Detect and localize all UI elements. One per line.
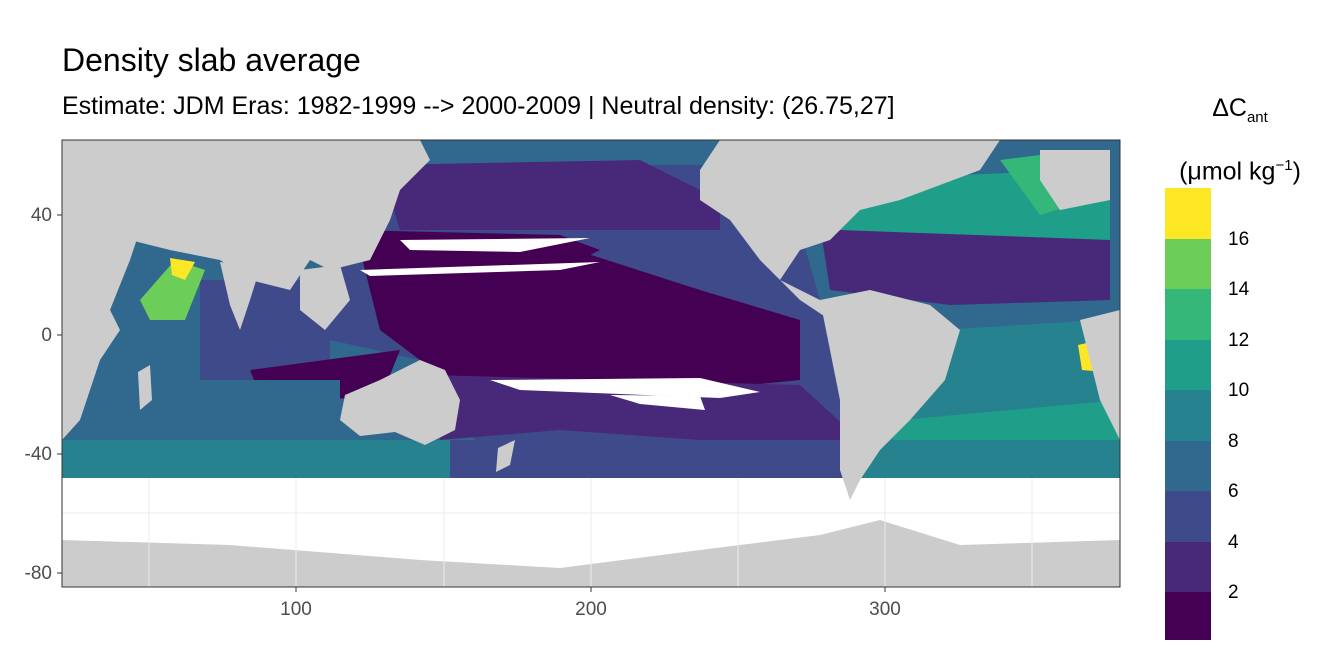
legend-subscript: ant [1246,109,1268,126]
madagascar [138,365,152,410]
legend-swatch [1165,592,1211,640]
antarctica [62,520,1120,587]
x-tick-label: 100 [280,599,312,620]
legend-swatch [1165,390,1211,441]
legend-swatch [1165,542,1211,592]
eurasia [62,140,430,290]
north-pacific-band [380,160,720,230]
y-axis: 40 0 -40 -80 [25,205,62,584]
y-tick-label: 0 [41,325,52,346]
legend-unit-prefix: (μmol kg [1179,157,1276,186]
north-america [700,140,1000,320]
australia [340,360,460,445]
x-tick-label: 200 [575,599,607,620]
legend-colorbar: 2 4 6 8 10 12 14 16 [1165,188,1250,640]
legend-tick-label: 2 [1228,582,1239,603]
legend-swatch [1165,289,1211,340]
plot-title: Density slab average [62,42,361,78]
arabian-sea-high [140,260,205,320]
legend-tick-label: 8 [1228,431,1239,452]
x-tick-label: 300 [869,599,901,620]
pacific-no-data-streak-1 [400,238,590,252]
legend-tick-label: 10 [1228,380,1249,401]
legend-swatch [1165,441,1211,491]
southeast-asia [300,265,350,330]
legend-swatch [1165,239,1211,289]
legend-unit-suffix: ) [1292,157,1301,186]
india [220,262,260,330]
legend-tick-label: 14 [1228,279,1250,300]
y-tick-label: -40 [25,444,52,465]
legend-swatch [1165,340,1211,390]
y-tick-label: 40 [31,205,52,226]
pacific-no-data-streak-2 [360,262,600,276]
legend-symbol: ΔC [1212,94,1247,122]
legend-tick-label: 6 [1228,481,1239,502]
x-axis: 100 200 300 [280,587,901,620]
red-sea-peak [170,258,195,280]
africa-east [1080,310,1120,440]
pacific-no-data-streak-4 [610,395,705,410]
legend-swatch [1165,188,1211,239]
north-atlantic-low [820,225,1110,305]
indian-south [62,380,340,440]
south-america [820,290,960,500]
plot-subtitle: Estimate: JDM Eras: 1982-1999 --> 2000-2… [62,92,895,120]
grid-lines [62,478,1120,587]
pacific-no-data-streak-3 [490,378,760,398]
legend-unit-line: (μmol kg−1) [1160,142,1320,195]
land-layer [62,140,1120,587]
legend-symbol-line: ΔCant [1160,84,1320,142]
legend-tick-label: 4 [1228,532,1239,553]
legend-title: ΔCant (μmol kg−1) [1160,84,1320,195]
new-zealand [496,440,515,472]
y-tick-label: -80 [25,563,52,584]
legend-tick-label: 12 [1228,330,1249,351]
legend-tick-label: 16 [1228,229,1249,250]
legend-swatch [1165,491,1211,542]
legend-unit-sup: −1 [1275,157,1293,174]
greenland [1040,150,1110,210]
